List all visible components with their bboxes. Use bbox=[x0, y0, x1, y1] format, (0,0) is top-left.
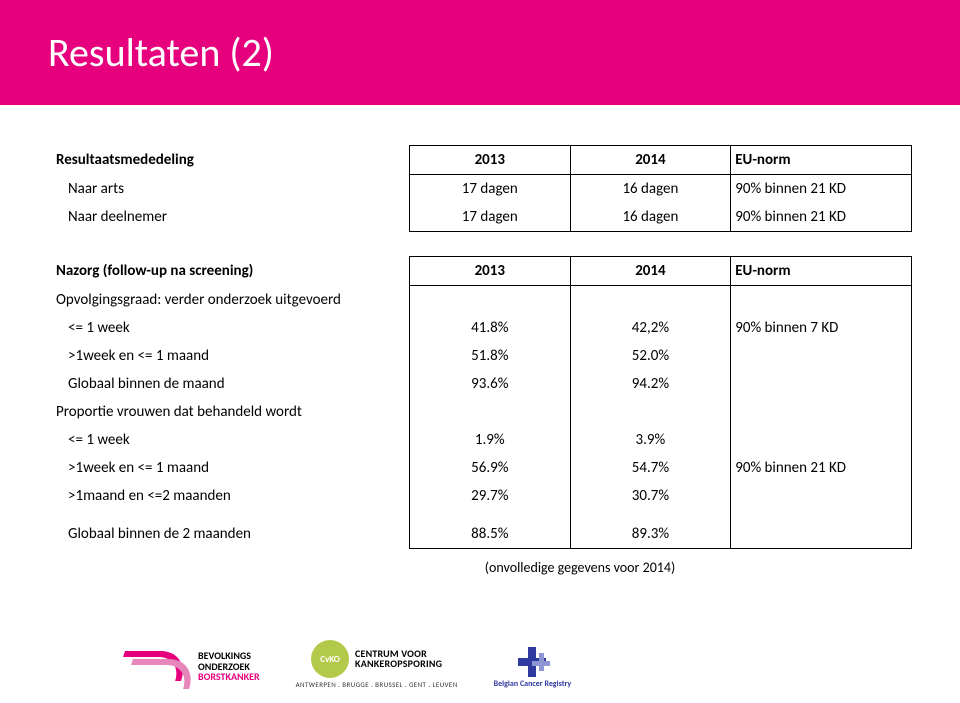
table-row: <= 1 week 1.9% 3.9% bbox=[48, 426, 912, 454]
cell-label: >1week en <= 1 maand bbox=[48, 342, 409, 370]
cell: 42,2% bbox=[570, 314, 731, 342]
bcr-label: Belgian Cancer Registry bbox=[494, 679, 572, 689]
cross-icon bbox=[512, 647, 552, 677]
cell: 41.8% bbox=[409, 314, 570, 342]
table-row: Naar deelnemer 17 dagen 16 dagen 90% bin… bbox=[48, 203, 912, 232]
table1-header-row: Resultaatsmededeling 2013 2014 EU-norm bbox=[48, 146, 912, 175]
section-a-heading: Opvolgingsgraad: verder onderzoek uitgev… bbox=[48, 286, 409, 314]
cell: 30.7% bbox=[570, 482, 731, 510]
cell: 51.8% bbox=[409, 342, 570, 370]
cell: 56.9% bbox=[409, 454, 570, 482]
table2-title: Nazorg (follow-up na screening) bbox=[48, 257, 409, 286]
table1-title: Resultaatsmededeling bbox=[48, 146, 409, 175]
cell bbox=[731, 482, 912, 510]
cell-label: Naar deelnemer bbox=[48, 203, 409, 232]
cell: 90% binnen 21 KD bbox=[731, 175, 912, 204]
footer-logos: BEVOLKINGS ONDERZOEK BORSTKANKER CvKO CE… bbox=[0, 640, 960, 689]
cell: 93.6% bbox=[409, 370, 570, 398]
table1-h-norm: EU-norm bbox=[731, 146, 912, 175]
cell bbox=[731, 370, 912, 398]
cell-label: >1maand en <=2 maanden bbox=[48, 482, 409, 510]
table1-h-2014: 2014 bbox=[570, 146, 731, 175]
bvo-line3: BORSTKANKER bbox=[198, 672, 260, 683]
table-row: >1week en <= 1 maand 51.8% 52.0% bbox=[48, 342, 912, 370]
content-area: Resultaatsmededeling 2013 2014 EU-norm N… bbox=[0, 105, 960, 576]
logo-bevolkingsonderzoek: BEVOLKINGS ONDERZOEK BORSTKANKER bbox=[120, 645, 260, 689]
cell: 54.7% bbox=[570, 454, 731, 482]
cell: 17 dagen bbox=[409, 175, 570, 204]
table2-header-row: Nazorg (follow-up na screening) 2013 201… bbox=[48, 257, 912, 286]
table-row: >1week en <= 1 maand 56.9% 54.7% 90% bin… bbox=[48, 454, 912, 482]
section-b-heading-row: Proportie vrouwen dat behandeld wordt bbox=[48, 398, 912, 426]
cell-label: <= 1 week bbox=[48, 426, 409, 454]
section-b-heading: Proportie vrouwen dat behandeld wordt bbox=[48, 398, 409, 426]
table-row: Globaal binnen de 2 maanden 88.5% 89.3% bbox=[48, 520, 912, 549]
table-row: Naar arts 17 dagen 16 dagen 90% binnen 2… bbox=[48, 175, 912, 204]
cell: 88.5% bbox=[409, 520, 570, 549]
table2-h-2014: 2014 bbox=[570, 257, 731, 286]
table2-h-2013: 2013 bbox=[409, 257, 570, 286]
ribbon-icon bbox=[120, 645, 190, 689]
cell: 90% binnen 21 KD bbox=[731, 454, 912, 482]
cell: 3.9% bbox=[570, 426, 731, 454]
table-row: <= 1 week 41.8% 42,2% 90% binnen 7 KD bbox=[48, 314, 912, 342]
cell bbox=[731, 426, 912, 454]
cell: 52.0% bbox=[570, 342, 731, 370]
cell bbox=[731, 520, 912, 549]
table-row: >1maand en <=2 maanden 29.7% 30.7% bbox=[48, 482, 912, 510]
cell: 1.9% bbox=[409, 426, 570, 454]
table-row: Globaal binnen de maand 93.6% 94.2% bbox=[48, 370, 912, 398]
cell: 94.2% bbox=[570, 370, 731, 398]
table2-h-norm: EU-norm bbox=[731, 257, 912, 286]
cell bbox=[731, 342, 912, 370]
spacer-row bbox=[48, 510, 912, 520]
page-title: Resultaten (2) bbox=[48, 28, 274, 77]
cell: 17 dagen bbox=[409, 203, 570, 232]
cvko-cities: ANTWERPEN . BRUGGE . BRUSSEL . GENT . LE… bbox=[296, 680, 458, 689]
table-nazorg: Nazorg (follow-up na screening) 2013 201… bbox=[48, 256, 912, 549]
logo-cvko: CvKO CENTRUM VOOR KANKEROPSPORING ANTWER… bbox=[296, 640, 458, 689]
title-bar: Resultaten (2) bbox=[0, 0, 960, 105]
cell-label: >1week en <= 1 maand bbox=[48, 454, 409, 482]
cell-label: Globaal binnen de 2 maanden bbox=[48, 520, 409, 549]
cell-label: Naar arts bbox=[48, 175, 409, 204]
section-a-heading-row: Opvolgingsgraad: verder onderzoek uitgev… bbox=[48, 286, 912, 314]
cell: 90% binnen 21 KD bbox=[731, 203, 912, 232]
cvko-line2: KANKEROPSPORING bbox=[355, 659, 442, 670]
logo-bcr: Belgian Cancer Registry bbox=[494, 647, 572, 689]
cell-label: <= 1 week bbox=[48, 314, 409, 342]
cell: 29.7% bbox=[409, 482, 570, 510]
table-resultaatsmededeling: Resultaatsmededeling 2013 2014 EU-norm N… bbox=[48, 145, 912, 232]
table1-h-2013: 2013 bbox=[409, 146, 570, 175]
footnote: (onvolledige gegevens voor 2014) bbox=[48, 559, 912, 576]
cell: 89.3% bbox=[570, 520, 731, 549]
cell: 16 dagen bbox=[570, 203, 731, 232]
cell-label: Globaal binnen de maand bbox=[48, 370, 409, 398]
cell: 16 dagen bbox=[570, 175, 731, 204]
cell: 90% binnen 7 KD bbox=[731, 314, 912, 342]
cvko-circle-icon: CvKO bbox=[311, 640, 349, 678]
